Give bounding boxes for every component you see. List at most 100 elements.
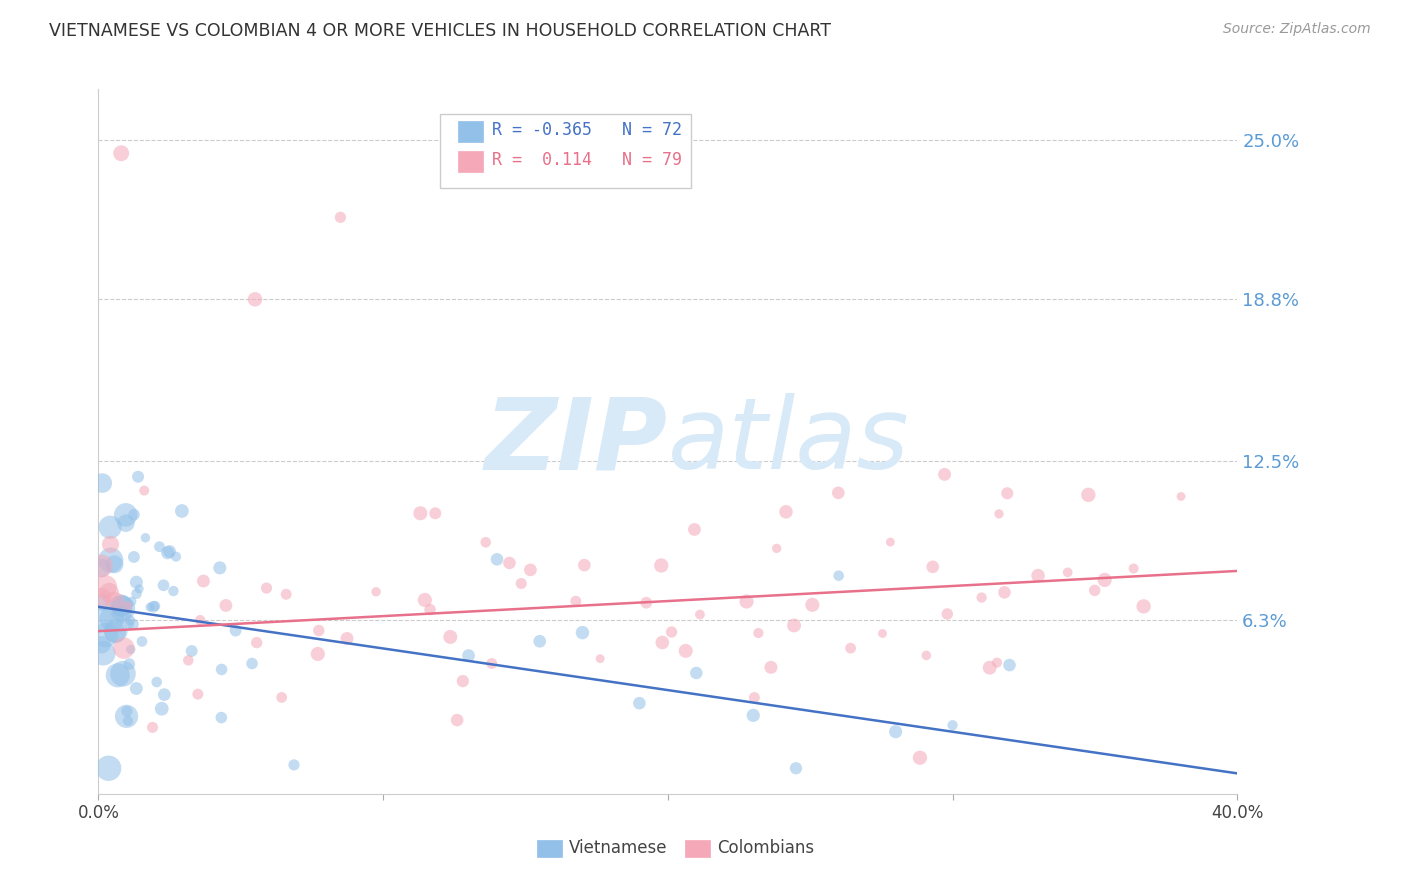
Point	[91, 476, 114, 491]
Point	[115, 516, 138, 531]
Point	[143, 599, 166, 613]
Point	[759, 660, 782, 674]
Point	[276, 587, 298, 601]
Point	[628, 696, 651, 710]
Point	[134, 483, 156, 498]
Point	[1132, 599, 1154, 614]
Point	[283, 757, 305, 772]
Text: VIETNAMESE VS COLOMBIAN 4 OR MORE VEHICLES IN HOUSEHOLD CORRELATION CHART: VIETNAMESE VS COLOMBIAN 4 OR MORE VEHICL…	[49, 22, 831, 40]
Point	[131, 634, 153, 648]
Point	[1026, 568, 1049, 582]
Point	[565, 594, 588, 608]
FancyBboxPatch shape	[537, 839, 562, 857]
Point	[122, 549, 145, 564]
Point	[134, 531, 156, 545]
Point	[111, 599, 134, 613]
Point	[240, 657, 263, 671]
Point	[112, 641, 135, 656]
Point	[1170, 490, 1192, 504]
Point	[211, 663, 233, 677]
Point	[142, 599, 165, 614]
Point	[120, 642, 142, 657]
Point	[152, 578, 174, 592]
Point	[100, 553, 122, 567]
Point	[90, 612, 112, 626]
Point	[121, 594, 143, 608]
Point	[636, 596, 658, 610]
Point	[1094, 573, 1116, 587]
FancyBboxPatch shape	[458, 151, 484, 171]
Point	[486, 552, 509, 566]
Point	[413, 593, 436, 607]
Point	[675, 644, 697, 658]
Point	[683, 523, 706, 537]
Point	[439, 630, 461, 644]
Point	[270, 690, 292, 705]
Point	[934, 467, 956, 482]
Point	[115, 599, 138, 613]
Point	[329, 211, 352, 225]
Point	[1056, 566, 1078, 580]
Point	[783, 618, 806, 632]
Point	[101, 612, 124, 626]
Point	[988, 507, 1011, 521]
FancyBboxPatch shape	[685, 839, 710, 857]
Point	[208, 561, 231, 575]
Point	[193, 574, 215, 588]
Point	[409, 506, 432, 520]
Point	[1122, 561, 1144, 575]
Point	[114, 508, 136, 522]
Point	[474, 535, 496, 549]
FancyBboxPatch shape	[458, 121, 484, 142]
Point	[942, 718, 965, 732]
Point	[148, 540, 170, 554]
Point	[970, 591, 993, 605]
Point	[93, 646, 115, 660]
Point	[177, 653, 200, 667]
Point	[187, 687, 209, 701]
Point	[115, 704, 138, 718]
Point	[336, 632, 359, 646]
Point	[90, 638, 112, 652]
Point	[118, 613, 141, 627]
Text: R = -0.365   N = 72: R = -0.365 N = 72	[492, 121, 682, 139]
Point	[879, 535, 901, 549]
Point	[828, 568, 851, 582]
Point	[118, 617, 141, 632]
Point	[742, 708, 765, 723]
Point	[775, 505, 797, 519]
Point	[209, 710, 232, 724]
Point	[747, 626, 769, 640]
Point	[159, 544, 181, 558]
Point	[995, 486, 1018, 500]
Point	[100, 537, 122, 551]
Point	[457, 648, 479, 663]
Text: Vietnamese: Vietnamese	[569, 839, 668, 857]
Point	[94, 580, 117, 594]
Point	[307, 647, 329, 661]
Point	[110, 599, 132, 613]
Point	[90, 558, 112, 573]
Point	[141, 720, 163, 734]
Point	[801, 598, 824, 612]
Point	[225, 624, 247, 638]
Point	[122, 617, 145, 632]
Point	[125, 587, 148, 601]
Point	[574, 558, 596, 573]
Point	[651, 635, 673, 649]
Point	[921, 559, 943, 574]
Point	[110, 146, 132, 161]
Text: R =  0.114   N = 79: R = 0.114 N = 79	[492, 151, 682, 169]
Point	[571, 625, 593, 640]
Point	[188, 613, 211, 627]
Point	[98, 585, 121, 599]
Point	[481, 657, 503, 671]
Point	[765, 541, 787, 556]
Point	[117, 714, 139, 728]
Point	[215, 599, 238, 613]
Point	[785, 761, 807, 775]
Point	[115, 709, 138, 723]
Point	[872, 626, 894, 640]
Point	[103, 558, 125, 572]
Point	[170, 504, 193, 518]
